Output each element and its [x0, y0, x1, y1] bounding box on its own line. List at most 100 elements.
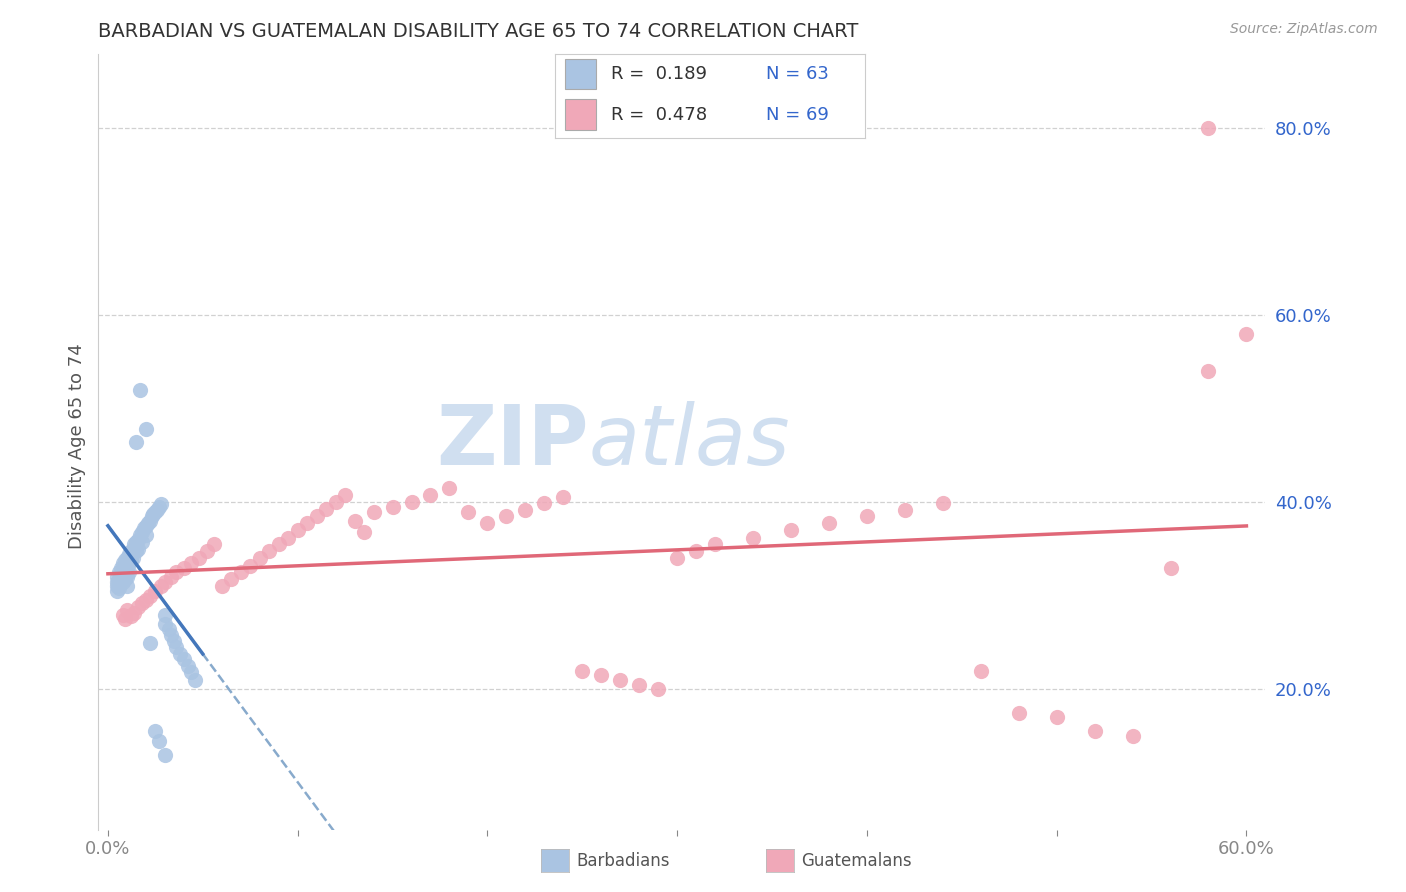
Point: [105, 570, 128, 584]
Point: [1198, 364, 1220, 378]
Point: [153, 616, 176, 631]
Point: [159, 628, 181, 642]
Point: [105, 574, 128, 589]
Point: [115, 603, 138, 617]
Point: [118, 547, 141, 561]
Point: [609, 673, 631, 687]
Point: [419, 488, 441, 502]
Point: [195, 544, 218, 558]
Point: [202, 537, 225, 551]
Point: [188, 551, 211, 566]
Point: [163, 633, 186, 648]
Point: [142, 507, 165, 521]
Point: [143, 584, 166, 599]
Point: [129, 383, 152, 397]
Point: [704, 537, 727, 551]
Point: [120, 609, 142, 624]
Point: [173, 561, 195, 575]
Point: [515, 503, 537, 517]
Point: [343, 514, 366, 528]
Point: [112, 574, 135, 589]
Point: [150, 579, 173, 593]
Point: [132, 521, 155, 535]
Point: [112, 566, 135, 580]
Point: [112, 607, 135, 622]
Point: [143, 724, 166, 739]
Point: [118, 566, 141, 580]
Point: [153, 574, 176, 589]
Point: [325, 495, 347, 509]
Point: [1122, 729, 1144, 743]
Point: [457, 505, 479, 519]
Point: [305, 509, 328, 524]
Point: [176, 659, 198, 673]
Point: [249, 551, 271, 566]
Point: [180, 665, 202, 680]
Point: [1160, 561, 1182, 575]
Text: Source: ZipAtlas.com: Source: ZipAtlas.com: [1230, 22, 1378, 37]
Point: [131, 596, 153, 610]
Text: atlas: atlas: [589, 401, 790, 482]
Point: [856, 509, 879, 524]
Point: [363, 505, 385, 519]
Point: [127, 542, 149, 557]
Point: [141, 509, 163, 524]
Point: [1236, 326, 1258, 341]
Point: [131, 534, 153, 549]
Point: [153, 607, 176, 622]
Point: [112, 556, 135, 570]
Point: [211, 579, 233, 593]
Point: [115, 579, 138, 593]
Point: [1084, 724, 1107, 739]
Point: [257, 544, 280, 558]
Text: Barbadians: Barbadians: [576, 852, 671, 870]
Point: [115, 561, 138, 575]
Point: [932, 496, 955, 510]
Point: [333, 488, 356, 502]
Point: [1198, 121, 1220, 136]
Point: [125, 544, 148, 558]
Point: [136, 516, 159, 530]
Point: [138, 514, 160, 528]
Point: [118, 556, 141, 570]
Point: [124, 537, 146, 551]
Point: [666, 551, 689, 566]
Point: [165, 640, 187, 655]
Point: [121, 551, 143, 566]
Point: [115, 551, 138, 566]
Point: [495, 509, 517, 524]
Point: [780, 524, 803, 538]
Point: [138, 635, 160, 649]
Point: [148, 500, 170, 514]
Text: ZIP: ZIP: [436, 401, 589, 482]
Point: [124, 606, 146, 620]
Point: [105, 584, 128, 599]
Point: [315, 501, 337, 516]
Point: [439, 481, 461, 495]
Point: [114, 563, 136, 577]
Text: N = 69: N = 69: [766, 105, 828, 123]
Point: [169, 647, 191, 661]
Point: [239, 558, 262, 573]
Point: [121, 542, 143, 557]
FancyBboxPatch shape: [565, 99, 596, 130]
Text: Disability Age 65 to 74: Disability Age 65 to 74: [69, 343, 86, 549]
Point: [1008, 706, 1031, 720]
Point: [219, 572, 242, 586]
Point: [135, 518, 157, 533]
Point: [148, 733, 170, 747]
Point: [381, 500, 404, 514]
Point: [129, 528, 152, 542]
Point: [110, 561, 132, 575]
Point: [184, 673, 207, 687]
Point: [108, 566, 131, 580]
Point: [742, 531, 765, 545]
Point: [125, 434, 148, 449]
Point: [153, 747, 176, 762]
Point: [146, 503, 169, 517]
Point: [533, 496, 555, 510]
Point: [477, 516, 499, 530]
Point: [173, 652, 195, 666]
Point: [135, 528, 157, 542]
Point: [165, 566, 187, 580]
